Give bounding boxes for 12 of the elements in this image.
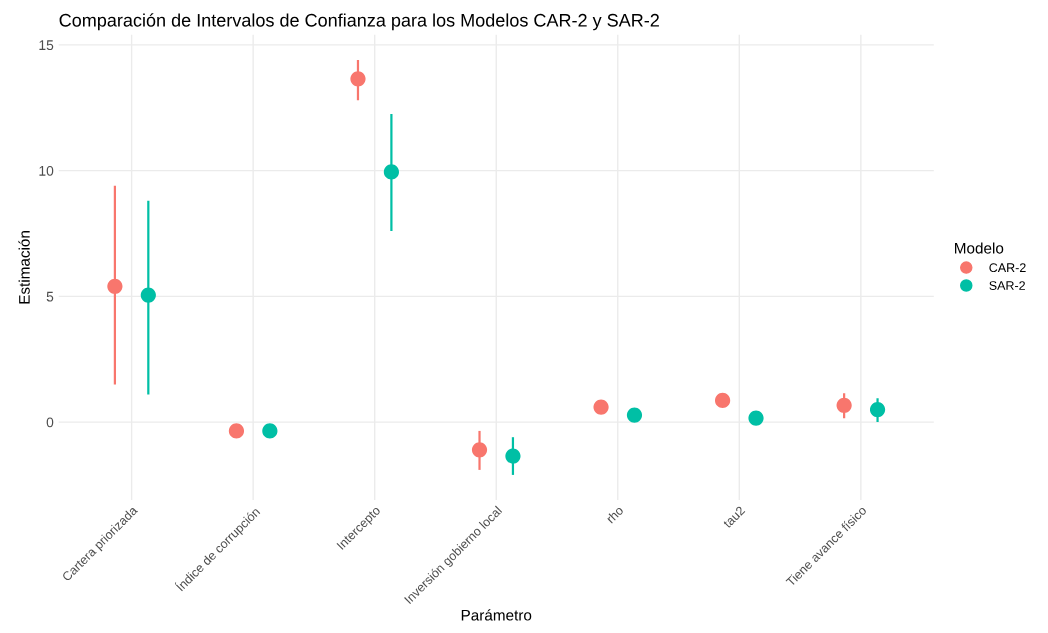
x-tick-label: tau2 bbox=[722, 505, 746, 529]
y-axis-title: Estimación bbox=[18, 231, 30, 304]
y-tick-label: 0 bbox=[46, 417, 54, 428]
chart-title: Comparación de Intervalos de Confianza para los Modelos CAR-2 y SAR-2 bbox=[59, 13, 659, 31]
y-tick-label: 5 bbox=[46, 291, 54, 302]
legend-title: Modelo bbox=[955, 242, 1004, 254]
x-axis-title: Parámetro bbox=[461, 609, 532, 621]
legend-label: CAR-2 bbox=[989, 263, 1026, 273]
y-tick-label: 10 bbox=[39, 165, 54, 176]
legend-label: SAR-2 bbox=[989, 281, 1025, 290]
x-tick-label: rho bbox=[605, 505, 624, 524]
y-tick-label: 15 bbox=[39, 40, 54, 51]
